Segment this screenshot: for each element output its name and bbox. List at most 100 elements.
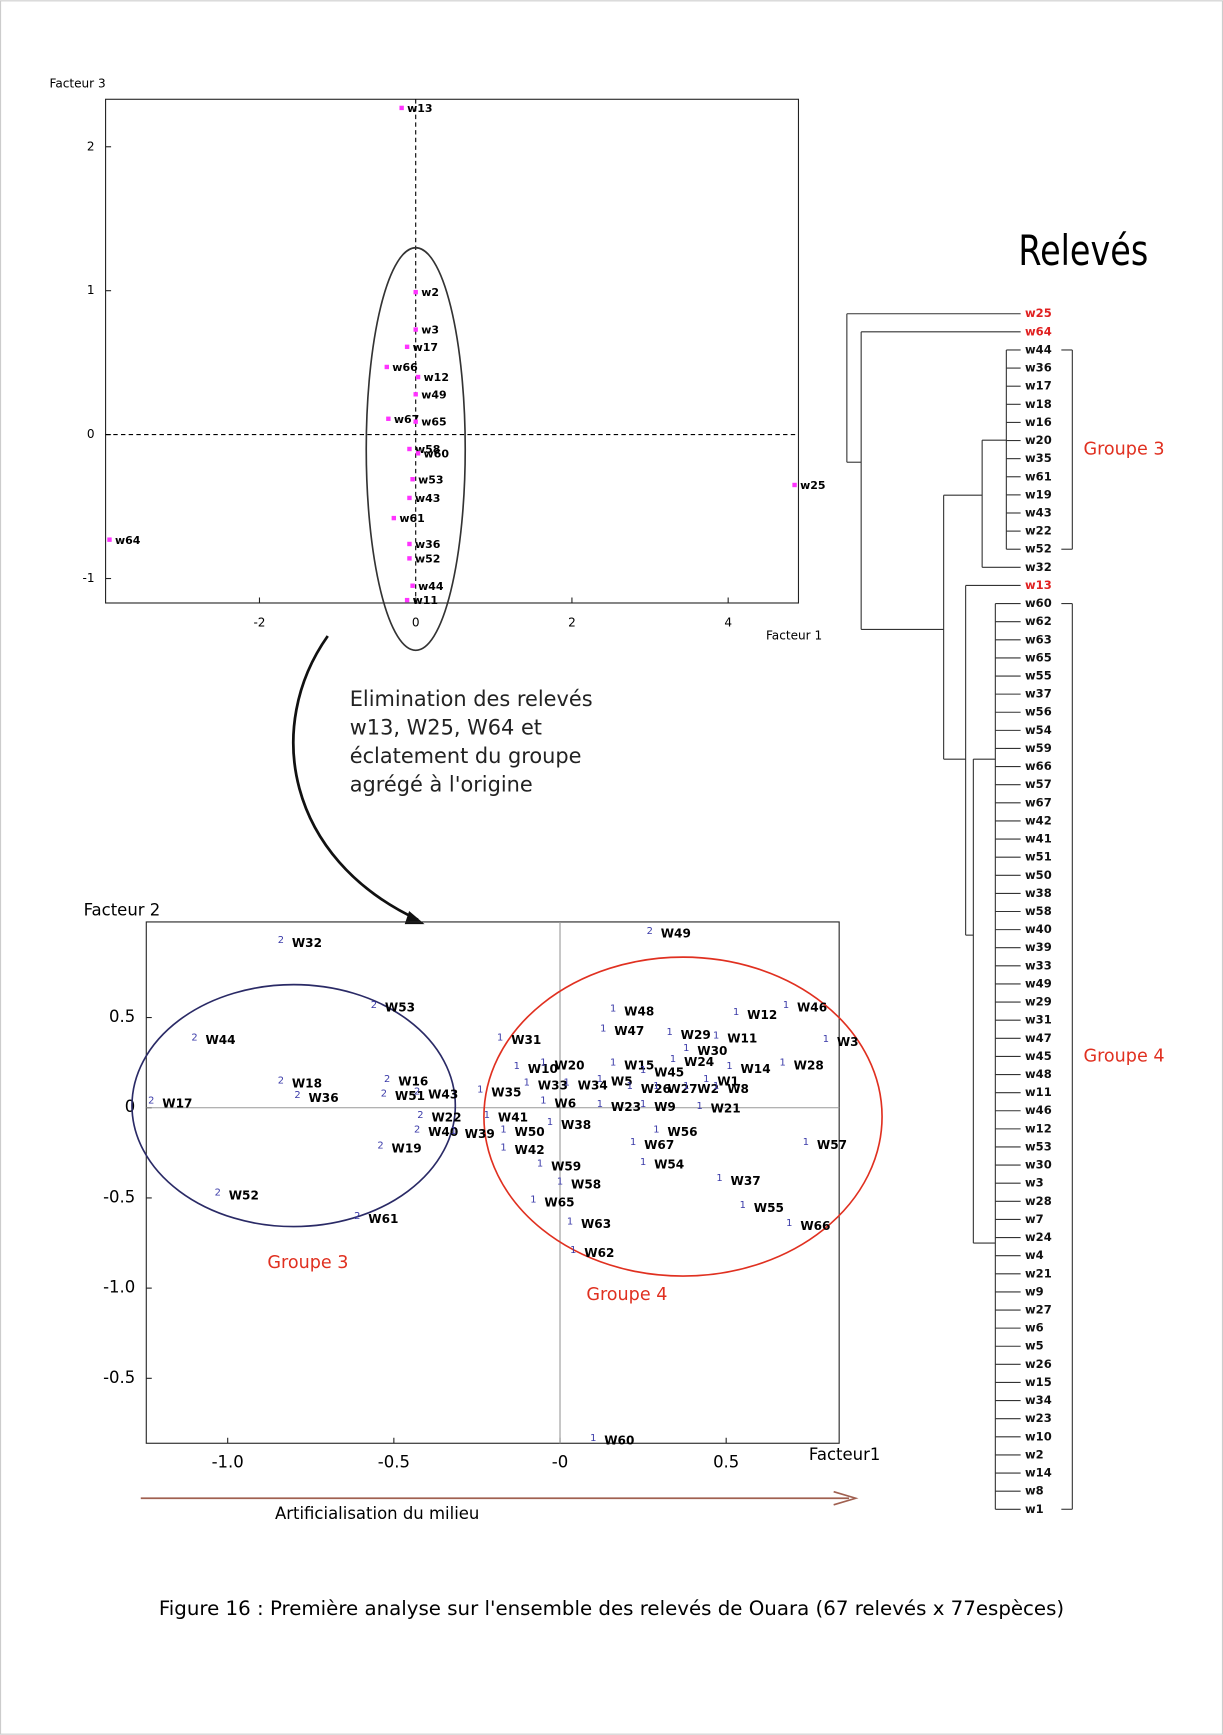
leaf-label: w2	[1025, 1447, 1044, 1461]
leaf-label: w30	[1025, 1158, 1052, 1172]
point-label: W67	[644, 1138, 674, 1152]
point: 1	[640, 1157, 646, 1168]
point-label: W10	[528, 1062, 558, 1076]
point: 1	[597, 1099, 603, 1110]
point: 2	[414, 1124, 420, 1135]
note-line: agrégé à l'origine	[350, 773, 533, 797]
leaf-label: w3	[1025, 1176, 1044, 1190]
point-label: w52	[415, 552, 440, 565]
point-label: W53	[385, 1001, 415, 1015]
x-tick-label: -1.0	[212, 1453, 244, 1472]
point	[410, 477, 415, 482]
point-label: w36	[415, 538, 441, 551]
point: 1	[484, 1110, 490, 1121]
point-label: W56	[667, 1125, 697, 1139]
point-label: W9	[654, 1100, 676, 1114]
point: 1	[640, 1065, 646, 1076]
point-label: W39	[465, 1127, 495, 1141]
leaf-label: w66	[1025, 759, 1052, 773]
point-label: W11	[727, 1031, 757, 1045]
leaf-label: w34	[1025, 1393, 1052, 1407]
group-label: Groupe 3	[1083, 440, 1164, 460]
leaf-label: w32	[1025, 560, 1052, 574]
leaf-label: w4	[1025, 1248, 1044, 1262]
point: 1	[713, 1081, 719, 1092]
point: 1	[683, 1081, 689, 1092]
leaf-label: w1	[1025, 1502, 1044, 1516]
leaf-label: w53	[1025, 1139, 1052, 1153]
point-label: W5	[611, 1075, 633, 1089]
point: 1	[500, 1124, 506, 1135]
leaf-label: w35	[1025, 451, 1052, 465]
point-label: w12	[424, 371, 449, 384]
x-tick-label: 0.5	[713, 1453, 739, 1472]
point: 1	[703, 1074, 709, 1085]
leaf-label: w19	[1025, 487, 1052, 501]
group-label: Groupe 4	[586, 1285, 667, 1305]
point: 1	[567, 1216, 573, 1227]
point-label: W27	[667, 1082, 697, 1096]
point: 2	[278, 1076, 284, 1087]
point-label: W60	[604, 1434, 634, 1448]
point: 1	[451, 1126, 457, 1137]
point-label: W44	[205, 1033, 235, 1047]
point-label: W23	[611, 1100, 641, 1114]
point: 1	[590, 1433, 596, 1444]
leaf-label: w63	[1025, 632, 1052, 646]
point-label: W54	[654, 1158, 684, 1172]
leaf-label: w6	[1025, 1321, 1044, 1335]
leaf-label: w45	[1025, 1049, 1052, 1063]
leaf-label: w46	[1025, 1103, 1052, 1117]
x-tick-label: -2	[253, 615, 265, 629]
point	[407, 446, 412, 452]
point-label: w3	[421, 324, 439, 337]
y-axis-label: Facteur 2	[84, 900, 161, 919]
point	[399, 105, 404, 111]
point: 1	[497, 1032, 503, 1043]
point-label: W47	[614, 1024, 644, 1038]
point	[410, 583, 415, 588]
point: 1	[530, 1195, 536, 1206]
y-tick-label: 0	[125, 1097, 136, 1116]
point: 1	[597, 1074, 603, 1085]
point: 2	[354, 1211, 360, 1222]
point-label: W8	[727, 1082, 749, 1096]
point: 2	[148, 1096, 154, 1107]
point: 2	[191, 1032, 197, 1043]
point	[413, 327, 418, 332]
point	[415, 374, 421, 380]
leaf-label: w27	[1025, 1303, 1052, 1317]
y-tick-label: 2	[87, 139, 95, 153]
point-label: W38	[561, 1118, 591, 1132]
point-label: W33	[538, 1078, 568, 1092]
point	[404, 344, 410, 350]
leaf-label: w59	[1025, 741, 1052, 755]
point-label: w53	[418, 473, 443, 486]
point-label: W58	[571, 1177, 601, 1191]
axis-arrow-label: Artificialisation du milieu	[275, 1504, 479, 1523]
point	[391, 515, 397, 521]
point	[415, 451, 421, 456]
group-label: Groupe 3	[267, 1253, 348, 1273]
group-ellipse	[365, 246, 467, 652]
leaf-label: w64	[1025, 324, 1052, 338]
leaf-label: w57	[1025, 777, 1052, 791]
point-label: W30	[697, 1044, 727, 1058]
leaf-label: w18	[1025, 397, 1052, 411]
point-label: W66	[800, 1219, 830, 1233]
point: 1	[477, 1085, 483, 1096]
point-label: w25	[800, 479, 825, 492]
leaf-label: w65	[1025, 650, 1052, 664]
point: 1	[547, 1117, 553, 1128]
leaf-label: w58	[1025, 904, 1052, 918]
point-label: W37	[731, 1174, 761, 1188]
leaf-label: w56	[1025, 705, 1052, 719]
point: 1	[570, 1245, 576, 1256]
leaf-label: w23	[1025, 1411, 1052, 1425]
y-tick-label: 1	[87, 283, 95, 297]
leaf-label: w52	[1025, 542, 1052, 556]
leaf-label: w43	[1025, 505, 1052, 519]
point-label: W48	[624, 1004, 654, 1018]
